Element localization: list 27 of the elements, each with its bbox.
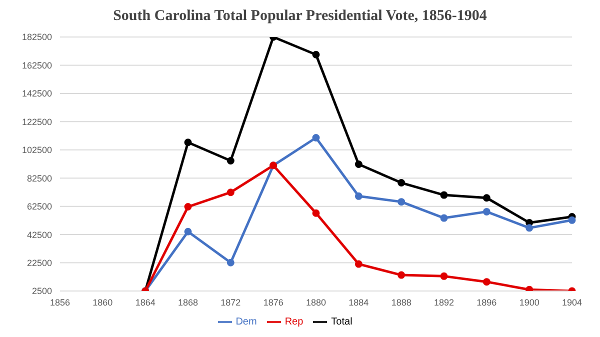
x-tick-label: 1864 (135, 297, 156, 308)
x-tick-label: 1892 (434, 297, 454, 308)
y-tick-label: 42500 (26, 230, 52, 240)
legend-label: Rep (284, 316, 304, 328)
x-tick-label: 1884 (348, 297, 369, 308)
x-tick-label: 1876 (263, 297, 284, 308)
x-tick-label: 1856 (50, 297, 70, 308)
x-tick-label: 1888 (391, 297, 412, 308)
y-tick-label: 162500 (22, 60, 52, 70)
y-tick-label: 2500 (32, 286, 52, 296)
x-tick-label: 1900 (519, 297, 540, 308)
x-tick-label: 1872 (220, 297, 241, 308)
y-tick-label: 142500 (22, 88, 52, 99)
x-tick-label: 1868 (178, 297, 198, 308)
y-tick-label: 182500 (22, 32, 52, 42)
x-tick-label: 1904 (562, 297, 582, 308)
y-tick-label: 22500 (26, 258, 52, 268)
legend-label: Total (331, 316, 352, 328)
x-tick-label: 1880 (306, 297, 326, 308)
x-tick-label: 1896 (476, 297, 497, 308)
y-tick-label: 102500 (22, 145, 52, 156)
y-tick-label: 62500 (26, 202, 52, 212)
legend-label: Dem (236, 316, 257, 328)
x-tick-label: 1860 (92, 297, 113, 308)
chart-title: South Carolina Total Popular Presidential Vote, 1856-1904 (112, 8, 488, 25)
y-tick-label: 122500 (22, 116, 52, 127)
y-tick-label: 82500 (26, 173, 52, 184)
